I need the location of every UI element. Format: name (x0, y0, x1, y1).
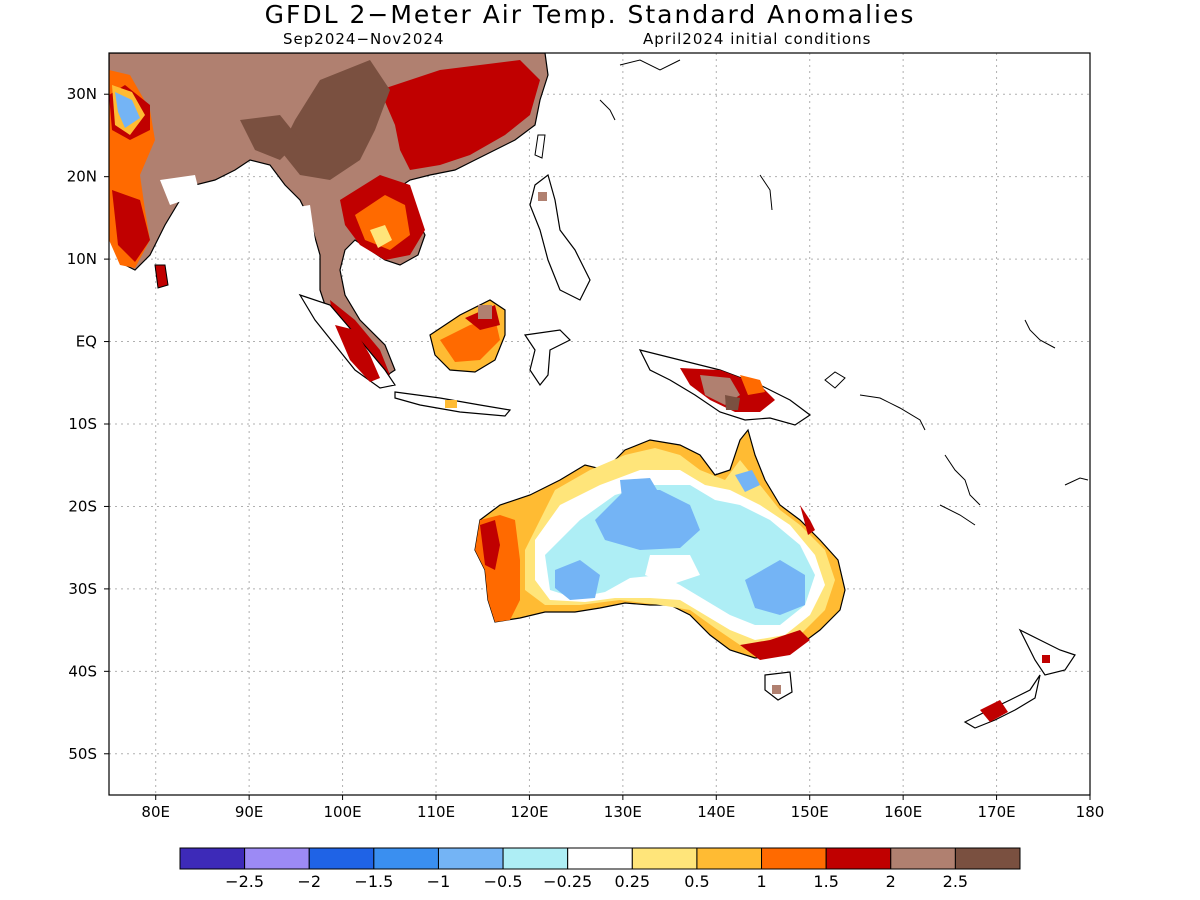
sri-lanka (154, 264, 169, 289)
colorbar-swatch (502, 847, 569, 870)
lat-tick-label: 30N (67, 85, 97, 103)
colorbar: −2.5 −2 −1.5 −1 −0.5 −0.25 0.25 0.5 1 1.5 2 2.5 (179, 847, 1021, 891)
colorbar-label: −1 (427, 872, 451, 891)
lat-tick-label: 20N (67, 168, 97, 186)
lat-tick-label: EQ (76, 333, 97, 351)
lon-tick-label: 160E (884, 803, 922, 821)
taiwan (534, 134, 546, 159)
colorbar-swatch (631, 847, 698, 870)
lat-tick-label: 50S (68, 745, 97, 763)
lat-tick-label: 40S (68, 662, 97, 680)
colorbar-label: −0.25 (543, 872, 592, 891)
lat-tick-label: 10S (68, 415, 97, 433)
colorbar-label: −0.5 (484, 872, 523, 891)
lon-tick-label: 80E (141, 803, 170, 821)
colorbar-swatch (437, 847, 504, 870)
colorbar-swatch (373, 847, 439, 870)
lon-tick-label: 100E (324, 803, 362, 821)
colorbar-label: 1 (756, 872, 766, 891)
map-area (109, 53, 1090, 795)
pacific-islands (599, 59, 1089, 526)
lat-tick-label: 30S (68, 580, 97, 598)
colorbar-label: 2.5 (943, 872, 968, 891)
colorbar-swatch (825, 847, 892, 870)
lon-tick-label: 180 (1076, 803, 1105, 821)
lon-tick-label: 110E (417, 803, 455, 821)
lat-tick-label: 10N (67, 250, 97, 268)
colorbar-swatch (761, 847, 827, 870)
lon-tick-label: 130E (604, 803, 642, 821)
map-title: GFDL 2−Meter Air Temp. Standard Anomalie… (264, 0, 916, 29)
colorbar-swatch (308, 847, 375, 870)
new-zealand-south (963, 674, 1041, 729)
colorbar-swatch (696, 847, 763, 870)
latitude-axis: 30N 20N 10N EQ 10S 20S 30S 40S 50S (67, 85, 109, 763)
asia-landmass (109, 53, 549, 381)
colorbar-swatch (244, 847, 310, 870)
colorbar-label: 1.5 (813, 872, 838, 891)
colorbar-swatch (890, 847, 956, 870)
forecast-period: Sep2024−Nov2024 (283, 30, 445, 48)
colorbar-label: 0.25 (614, 872, 650, 891)
colorbar-label: 0.5 (684, 872, 709, 891)
initial-conditions: April2024 initial conditions (643, 30, 872, 48)
philippines (529, 173, 591, 301)
lon-tick-label: 120E (510, 803, 548, 821)
sulawesi (523, 329, 572, 387)
new-zealand-north (1018, 628, 1076, 676)
colorbar-swatch (954, 847, 1021, 870)
australia (474, 428, 846, 660)
colorbar-label: −2 (297, 872, 321, 891)
lat-tick-label: 20S (68, 497, 97, 515)
lon-tick-label: 150E (791, 803, 829, 821)
longitude-axis: 80E 90E 100E 110E 120E 130E 140E 150E 160E 170E 18… (141, 795, 1104, 821)
colorbar-swatch (179, 847, 246, 870)
lon-tick-label: 170E (978, 803, 1016, 821)
lon-tick-label: 140E (697, 803, 735, 821)
colorbar-label: 2 (886, 872, 896, 891)
colorbar-swatch (567, 847, 633, 870)
colorbar-label: −1.5 (354, 872, 393, 891)
lon-tick-label: 90E (235, 803, 264, 821)
colorbar-label: −2.5 (225, 872, 264, 891)
philippines-anomaly-cell (538, 192, 547, 201)
